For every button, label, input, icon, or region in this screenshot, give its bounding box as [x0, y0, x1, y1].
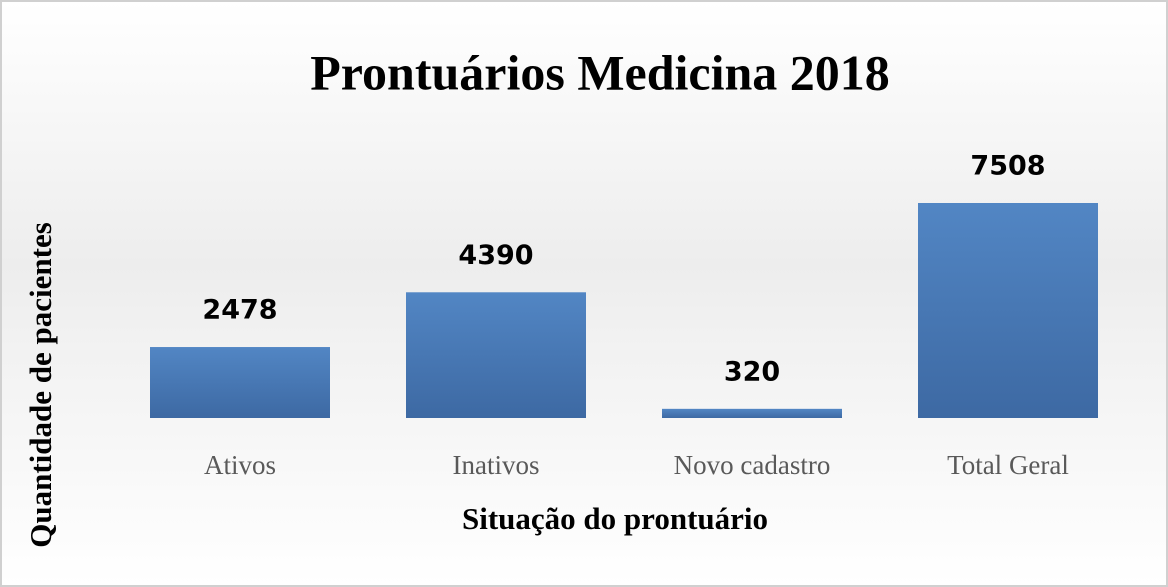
data-label: 320 — [724, 356, 780, 387]
x-tick-label: Inativos — [453, 450, 540, 480]
x-tick-label: Total Geral — [947, 450, 1069, 480]
data-label: 4390 — [458, 240, 533, 271]
bar — [918, 203, 1098, 418]
x-tick-label: Ativos — [204, 450, 276, 480]
y-axis-label: Quantidade de pacientes — [23, 222, 58, 548]
bar — [406, 292, 586, 418]
x-tick-label: Novo cadastro — [674, 450, 831, 480]
data-label: 2478 — [202, 295, 277, 326]
x-axis-label: Situação do prontuário — [462, 501, 768, 536]
chart-title: Prontuários Medicina 2018 — [310, 44, 890, 100]
data-label: 7508 — [970, 151, 1045, 182]
bar — [662, 408, 842, 418]
bar — [150, 347, 330, 418]
